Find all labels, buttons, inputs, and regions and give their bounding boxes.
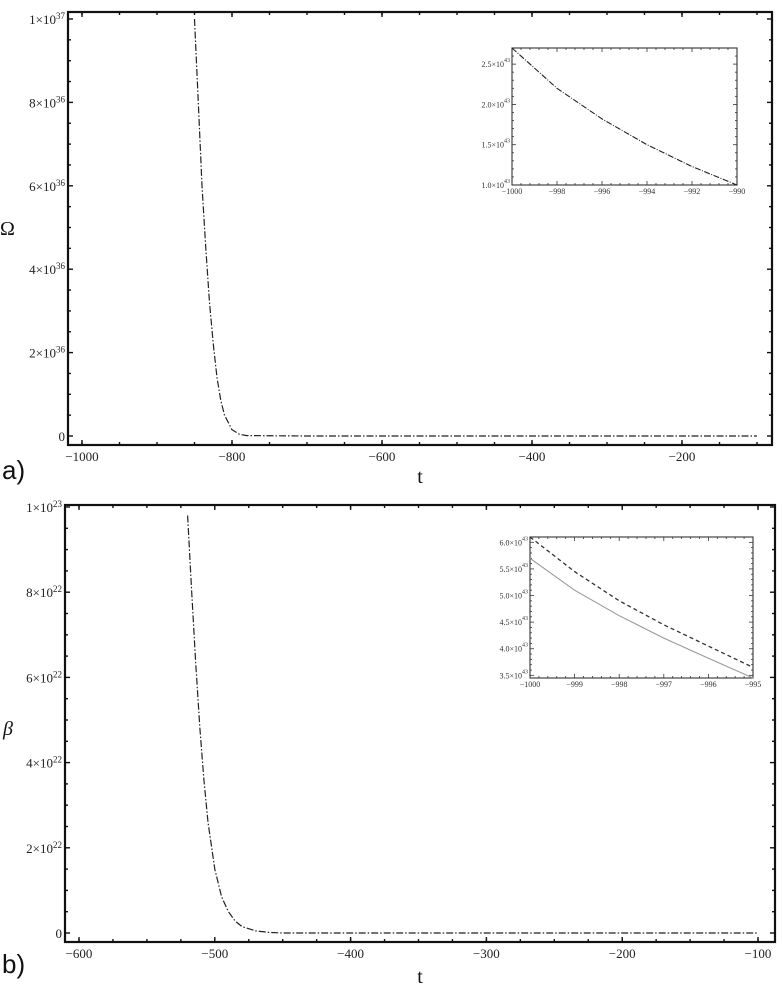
tick-label: −995 [745, 680, 762, 689]
tick-label: 6×1022 [26, 669, 62, 685]
tick-label: 2.0×1043 [481, 98, 510, 109]
panel-b-chart: −600 −500 −400 −300 −200 −10002×10224×10226×1… [2, 499, 777, 988]
tick-label: 2.5×1043 [481, 58, 510, 69]
tick-label: 4.5×1043 [499, 616, 528, 627]
tick-label: −300 [473, 946, 500, 961]
tick-label: −500 [201, 946, 228, 961]
tick-label: 5.0×1043 [499, 590, 528, 601]
tick-label: −200 [609, 946, 636, 961]
tick-label: 0 [59, 429, 66, 444]
tick-label: −200 [669, 449, 696, 464]
y-axis-label: Ω [0, 218, 15, 240]
inset-frame [511, 47, 738, 186]
tick-label: −600 [369, 449, 396, 464]
tick-label: 1.0×1043 [481, 179, 510, 190]
inset-series [529, 557, 754, 679]
tick-label: −997 [656, 680, 673, 689]
tick-label: −992 [684, 187, 701, 196]
tick-label: −990 [729, 187, 746, 196]
tick-label: −100 [745, 946, 772, 961]
tick-label: 6.0×1043 [499, 536, 528, 547]
panel-label: a) [2, 455, 25, 485]
tick-label: 1×1037 [29, 11, 65, 27]
tick-label: 1×1023 [26, 499, 62, 515]
tick-label: −998 [549, 187, 566, 196]
tick-label: −1000 [520, 680, 541, 689]
tick-label: 4×1036 [29, 261, 65, 277]
tick-label: −800 [219, 449, 246, 464]
tick-label: 1.5×1043 [481, 139, 510, 150]
tick-label: 5.5×1043 [499, 563, 528, 574]
panel-a-chart: −1000 −800 −600 −400 −200 0 2×1036 4×1036 6×1036… [0, 10, 774, 488]
tick-label: 2×1036 [29, 345, 65, 361]
tick-label: −1000 [502, 187, 523, 196]
panel-a-inset: −1000 −998 −996 −994 −992 −990 1.0×1043 1.5×104… [481, 47, 746, 196]
inset-series [529, 536, 754, 668]
tick-label: 8×1036 [29, 94, 65, 110]
tick-label: −400 [519, 449, 546, 464]
tick-label: −994 [639, 187, 656, 196]
tick-label: 2×1022 [26, 840, 62, 856]
inset-frame [529, 536, 754, 679]
tick-label: 6×1036 [29, 178, 65, 194]
tick-label: 4×1022 [26, 755, 62, 771]
tick-label: −999 [566, 680, 583, 689]
tick-label: 4.0×1043 [499, 643, 528, 654]
plot-frame [63, 503, 777, 944]
tick-label: 8×1022 [26, 584, 62, 600]
panel-b-inset: −1000 −999 −998 −997 −996 −995 3.5×1043 4.0×104… [499, 536, 761, 689]
y-axis-label: β [2, 718, 13, 740]
tick-label: −996 [594, 187, 611, 196]
tick-label: 3.5×1043 [499, 669, 528, 680]
tick-label: −1000 [65, 449, 98, 464]
tick-label: −400 [337, 946, 364, 961]
tick-label: −996 [700, 680, 717, 689]
data-series [193, 18, 757, 437]
tick-label: −600 [66, 946, 93, 961]
tick-label: −998 [611, 680, 628, 689]
data-series [187, 515, 758, 934]
inset-series [511, 47, 738, 186]
x-axis-label: t [417, 966, 423, 988]
panel-label: b) [2, 949, 25, 979]
tick-label: 0 [56, 926, 63, 941]
x-axis-label: t [417, 466, 423, 488]
